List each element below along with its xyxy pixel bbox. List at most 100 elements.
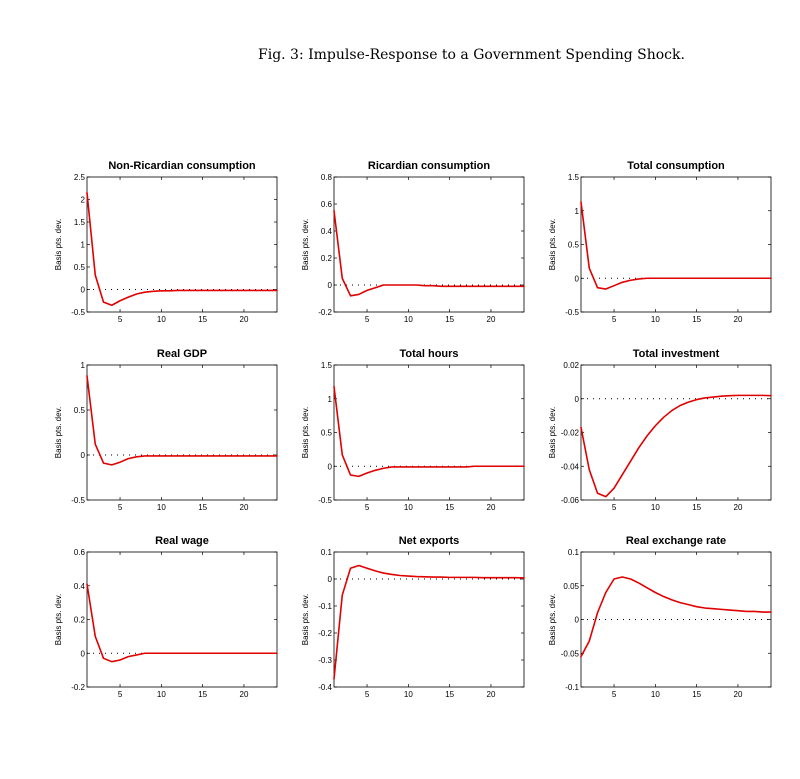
y-axis-label: Basis pts. dev. <box>54 407 63 458</box>
y-tick-label: 0 <box>328 462 333 471</box>
x-tick-label: 10 <box>404 315 413 324</box>
y-tick-label: 0 <box>575 274 580 283</box>
x-tick-label: 15 <box>692 503 701 512</box>
y-tick-label: -0.4 <box>318 683 332 692</box>
x-tick-label: 15 <box>445 690 454 699</box>
y-axis-label: Basis pts. dev. <box>301 594 310 645</box>
series-line <box>580 201 772 290</box>
x-tick-label: 5 <box>118 315 123 324</box>
y-tick-label: -0.02 <box>561 429 580 438</box>
y-tick-label: -0.2 <box>318 308 332 317</box>
axes-box <box>333 364 525 501</box>
y-tick-label: 1 <box>328 395 333 404</box>
chart-panel: Non-Ricardian consumption -0.5 0 0.5 1 1.5 2 2.… <box>54 160 278 324</box>
x-tick-label: 10 <box>157 690 166 699</box>
series-line <box>580 576 772 658</box>
axes-box <box>580 176 772 313</box>
y-tick-label: 0.02 <box>563 361 579 370</box>
x-tick-label: 5 <box>612 690 617 699</box>
x-tick-label: 10 <box>651 315 660 324</box>
chart-panel: Total consumption -0.5 0 0.5 1 1.5 5 10 15 20 Basi… <box>548 160 772 324</box>
y-tick-label: 0.05 <box>563 582 579 591</box>
x-tick-label: 20 <box>487 315 496 324</box>
chart-panel: Real exchange rate -0.1 -0.05 0 0.05 0.1 5 10 15… <box>548 535 772 699</box>
x-tick-label: 15 <box>445 503 454 512</box>
axes-box <box>86 176 278 313</box>
series-line <box>333 385 525 478</box>
x-tick-label: 5 <box>365 315 370 324</box>
x-tick-label: 20 <box>240 690 249 699</box>
chart-panel: Net exports -0.4 -0.3 -0.2 -0.1 0 0.1 5 10 15 20 Ba… <box>301 535 525 699</box>
y-tick-label: 0 <box>81 649 86 658</box>
y-tick-label: 0 <box>575 395 580 404</box>
y-tick-label: -0.1 <box>565 683 579 692</box>
y-tick-label: 0.6 <box>74 548 86 557</box>
x-tick-label: 20 <box>240 315 249 324</box>
x-tick-label: 5 <box>365 690 370 699</box>
y-axis-label: Basis pts. dev. <box>548 219 557 270</box>
series-line <box>580 394 772 498</box>
figure-title: Fig. 3: Impulse-Response to a Government… <box>258 47 685 63</box>
chart-title: Ricardian consumption <box>368 160 491 172</box>
y-tick-label: -0.04 <box>561 462 580 471</box>
x-tick-label: 5 <box>612 315 617 324</box>
series-line <box>86 583 278 663</box>
x-tick-label: 5 <box>118 503 123 512</box>
x-tick-label: 5 <box>612 503 617 512</box>
y-tick-label: -0.5 <box>318 496 332 505</box>
chart-title: Net exports <box>399 535 460 547</box>
x-tick-label: 20 <box>734 315 743 324</box>
y-axis-label: Basis pts. dev. <box>54 594 63 645</box>
y-axis-label: Basis pts. dev. <box>301 407 310 458</box>
y-tick-label: 0 <box>81 451 86 460</box>
y-tick-label: -0.5 <box>71 496 85 505</box>
y-tick-label: -0.3 <box>318 656 332 665</box>
x-tick-label: 10 <box>651 503 660 512</box>
x-tick-label: 15 <box>445 315 454 324</box>
chart-panel: Ricardian consumption -0.2 0 0.2 0.4 0.6 0.8 5 1… <box>301 160 525 324</box>
y-tick-label: 1.5 <box>568 173 580 182</box>
x-tick-label: 10 <box>157 503 166 512</box>
series-line <box>333 209 525 297</box>
x-tick-label: 20 <box>734 690 743 699</box>
y-tick-label: -0.1 <box>318 602 332 611</box>
y-tick-label: 0.6 <box>321 200 333 209</box>
y-tick-label: 1.5 <box>321 361 333 370</box>
y-axis-label: Basis pts. dev. <box>54 219 63 270</box>
x-tick-label: 15 <box>692 315 701 324</box>
y-tick-label: 0.2 <box>74 616 86 625</box>
y-tick-label: 0.5 <box>568 241 580 250</box>
y-tick-label: -0.06 <box>561 496 580 505</box>
y-tick-label: -0.2 <box>318 629 332 638</box>
y-tick-label: 1 <box>81 241 86 250</box>
axes-box <box>333 551 525 688</box>
x-tick-label: 5 <box>118 690 123 699</box>
y-tick-label: -0.5 <box>565 308 579 317</box>
y-tick-label: 0 <box>328 281 333 290</box>
chart-title: Total investment <box>633 348 720 360</box>
x-tick-label: 20 <box>240 503 249 512</box>
y-tick-label: 1 <box>81 361 86 370</box>
x-tick-label: 10 <box>404 503 413 512</box>
y-axis-label: Basis pts. dev. <box>548 407 557 458</box>
chart-panel: Real wage -0.2 0 0.2 0.4 0.6 5 10 15 20 Basis pts.… <box>54 535 278 699</box>
y-tick-label: 1 <box>575 207 580 216</box>
chart-title: Real exchange rate <box>626 535 726 547</box>
y-tick-label: 0.8 <box>321 173 333 182</box>
y-tick-label: 0.1 <box>321 548 333 557</box>
y-tick-label: -0.05 <box>561 649 580 658</box>
chart-panel: Total hours -0.5 0 0.5 1 1.5 5 10 15 20 Basis pts.… <box>301 348 525 512</box>
y-tick-label: 0.4 <box>74 582 86 591</box>
series-line <box>333 564 525 680</box>
y-tick-label: 0.4 <box>321 227 333 236</box>
chart-title: Non-Ricardian consumption <box>108 160 256 172</box>
axes-box <box>333 176 525 313</box>
x-tick-label: 20 <box>487 690 496 699</box>
y-axis-label: Basis pts. dev. <box>548 594 557 645</box>
x-tick-label: 20 <box>487 503 496 512</box>
y-tick-label: 0 <box>81 286 86 295</box>
series-line <box>86 374 278 466</box>
y-axis-label: Basis pts. dev. <box>301 219 310 270</box>
y-tick-label: 0 <box>575 616 580 625</box>
